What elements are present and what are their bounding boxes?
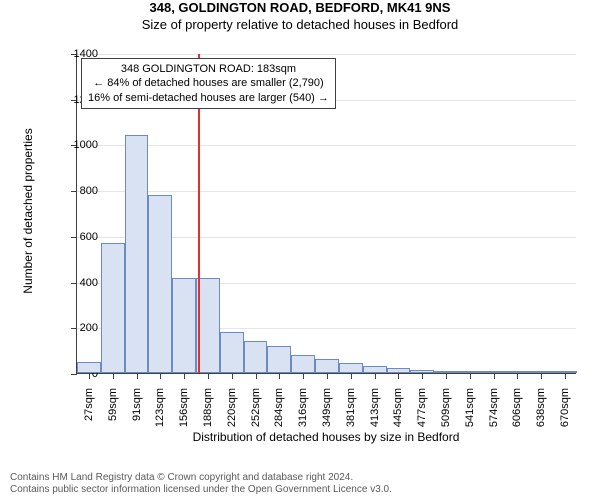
annotation-line-1: 348 GOLDINGTON ROAD: 183sqm [88, 62, 329, 76]
annotation-box: 348 GOLDINGTON ROAD: 183sqm ← 84% of det… [81, 58, 336, 109]
gridline-h [77, 54, 576, 55]
histogram-bar [101, 243, 125, 373]
y-axis-label: Number of detached properties [21, 111, 35, 311]
histogram-bar [244, 341, 268, 373]
xtick [184, 373, 185, 379]
ytick-label: 400 [58, 277, 98, 289]
xtick [303, 373, 304, 379]
histogram-bar [196, 278, 220, 373]
page-title: 348, GOLDINGTON ROAD, BEDFORD, MK41 9NS [0, 0, 600, 17]
footer-line-2: Contains public sector information licen… [10, 484, 392, 496]
annotation-line-3: 16% of semi-detached houses are larger (… [88, 91, 329, 105]
xtick [351, 373, 352, 379]
histogram-bar [363, 366, 387, 373]
x-axis-label: Distribution of detached houses by size … [76, 430, 576, 444]
annotation-line-2: ← 84% of detached houses are smaller (2,… [88, 76, 329, 90]
xtick [89, 373, 90, 379]
plot-area: 020040060080010001200140027sqm59sqm91sqm… [76, 54, 576, 374]
xtick [446, 373, 447, 379]
xtick [398, 373, 399, 379]
xtick [137, 373, 138, 379]
histogram-bar [220, 332, 244, 373]
histogram-bar [172, 278, 196, 373]
footer-line-1: Contains HM Land Registry data © Crown c… [10, 472, 392, 484]
histogram-bar [267, 346, 291, 373]
xtick [494, 373, 495, 379]
ytick-label: 200 [58, 322, 98, 334]
xtick [470, 373, 471, 379]
histogram-bar [77, 362, 101, 373]
chart-container: Number of detached properties 0200400600… [48, 50, 578, 420]
xtick [160, 373, 161, 379]
xtick [208, 373, 209, 379]
xtick [327, 373, 328, 379]
histogram-bar [315, 359, 339, 373]
gridline-h [77, 145, 576, 146]
xtick [113, 373, 114, 379]
ytick-label: 1000 [58, 139, 98, 151]
page-subtitle: Size of property relative to detached ho… [0, 17, 600, 34]
xtick [517, 373, 518, 379]
histogram-bar [291, 355, 315, 373]
ytick-label: 600 [58, 231, 98, 243]
xtick [375, 373, 376, 379]
xtick [565, 373, 566, 379]
gridline-h [77, 191, 576, 192]
histogram-bar [148, 195, 172, 373]
xtick [256, 373, 257, 379]
xtick [232, 373, 233, 379]
histogram-bar [125, 135, 149, 373]
xtick [279, 373, 280, 379]
xtick [422, 373, 423, 379]
xtick [541, 373, 542, 379]
ytick-label: 800 [58, 185, 98, 197]
footer-attribution: Contains HM Land Registry data © Crown c… [10, 472, 392, 496]
histogram-bar [339, 363, 363, 373]
